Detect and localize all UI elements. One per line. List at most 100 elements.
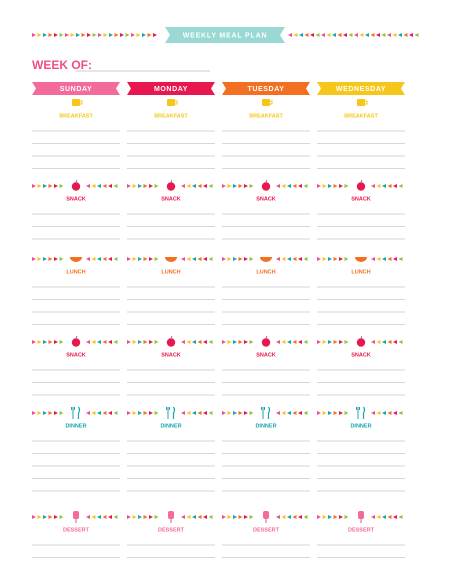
triangle-row bbox=[317, 411, 349, 415]
meal-label: DINNER bbox=[160, 423, 181, 429]
triangle bbox=[132, 184, 137, 188]
popsicle bbox=[73, 511, 79, 519]
triangle bbox=[37, 515, 42, 519]
triangle-row bbox=[86, 515, 118, 519]
bowl bbox=[355, 257, 367, 262]
triangle bbox=[186, 257, 191, 261]
triangle bbox=[131, 33, 135, 37]
triangle bbox=[339, 257, 343, 261]
triangle bbox=[203, 184, 207, 188]
stem bbox=[170, 179, 173, 183]
triangle bbox=[43, 515, 47, 519]
meal-label: DINNER bbox=[65, 423, 86, 429]
title-banner: WEEKLY MEAL PLAN bbox=[165, 27, 285, 43]
triangle bbox=[154, 257, 159, 261]
triangle-row bbox=[32, 184, 64, 188]
triangle bbox=[344, 257, 349, 261]
triangle bbox=[192, 411, 196, 415]
meal-label: SNACK bbox=[256, 196, 276, 202]
meal-icon bbox=[263, 511, 269, 523]
triangle bbox=[222, 184, 226, 188]
triangle bbox=[125, 33, 130, 37]
meal-icon bbox=[260, 257, 272, 262]
meal-label: SNACK bbox=[66, 352, 86, 358]
triangle bbox=[132, 340, 137, 344]
triangle-row bbox=[127, 184, 159, 188]
triangle bbox=[76, 33, 80, 37]
triangle-row bbox=[222, 411, 254, 415]
triangle bbox=[382, 340, 386, 344]
triangle bbox=[86, 340, 90, 344]
triangle bbox=[371, 340, 375, 344]
triangle-row bbox=[127, 257, 159, 261]
triangle bbox=[208, 411, 213, 415]
triangle bbox=[382, 184, 386, 188]
triangle-row bbox=[127, 515, 159, 519]
triangle bbox=[233, 340, 237, 344]
day-label: SUNDAY bbox=[60, 86, 93, 93]
triangle bbox=[387, 33, 391, 37]
triangle bbox=[127, 184, 131, 188]
triangle bbox=[292, 411, 297, 415]
triangle bbox=[387, 340, 392, 344]
triangle bbox=[281, 184, 286, 188]
triangle bbox=[192, 340, 196, 344]
triangle bbox=[249, 411, 254, 415]
triangle-row bbox=[181, 340, 213, 344]
triangle-row bbox=[32, 515, 64, 519]
triangle bbox=[287, 515, 291, 519]
triangle bbox=[102, 257, 107, 261]
triangle-row bbox=[371, 515, 403, 519]
meal-icon bbox=[71, 335, 81, 347]
day-label: MONDAY bbox=[154, 86, 188, 93]
triangle bbox=[113, 411, 118, 415]
knife bbox=[77, 406, 81, 419]
triangle bbox=[370, 33, 375, 37]
triangle bbox=[138, 411, 142, 415]
triangle bbox=[102, 411, 107, 415]
triangle bbox=[382, 257, 386, 261]
triangle bbox=[344, 411, 349, 415]
triangle bbox=[304, 33, 309, 37]
triangle bbox=[298, 411, 302, 415]
triangle bbox=[344, 184, 349, 188]
triangle bbox=[86, 515, 90, 519]
triangle bbox=[376, 340, 381, 344]
triangle bbox=[97, 340, 101, 344]
triangle bbox=[281, 515, 286, 519]
meal-icon bbox=[262, 99, 273, 106]
triangle bbox=[376, 184, 381, 188]
triangle bbox=[382, 411, 386, 415]
triangle bbox=[393, 411, 397, 415]
triangle bbox=[227, 257, 232, 261]
triangle bbox=[59, 340, 64, 344]
meal-label: LUNCH bbox=[351, 269, 370, 275]
triangle bbox=[387, 411, 392, 415]
triangle bbox=[371, 515, 375, 519]
triangle bbox=[197, 340, 202, 344]
meal-icon bbox=[356, 406, 366, 419]
meal-label: SNACK bbox=[351, 196, 371, 202]
triangle-row bbox=[127, 340, 159, 344]
triangle bbox=[48, 340, 53, 344]
meal-label: DESSERT bbox=[348, 527, 375, 533]
triangle bbox=[298, 257, 302, 261]
fork bbox=[356, 407, 360, 419]
triangle bbox=[108, 515, 112, 519]
triangle bbox=[54, 184, 58, 188]
meal-label: BREAKFAST bbox=[154, 113, 188, 119]
meal-icon bbox=[166, 179, 176, 191]
triangle bbox=[332, 33, 336, 37]
triangle bbox=[328, 184, 332, 188]
triangle bbox=[59, 257, 64, 261]
triangle bbox=[287, 184, 291, 188]
apple bbox=[356, 182, 366, 191]
triangle bbox=[233, 257, 237, 261]
triangle bbox=[127, 257, 131, 261]
triangle bbox=[276, 257, 280, 261]
triangle bbox=[276, 184, 280, 188]
triangle bbox=[186, 515, 191, 519]
triangle bbox=[371, 257, 375, 261]
triangle bbox=[192, 257, 196, 261]
meal-label: DESSERT bbox=[158, 527, 185, 533]
